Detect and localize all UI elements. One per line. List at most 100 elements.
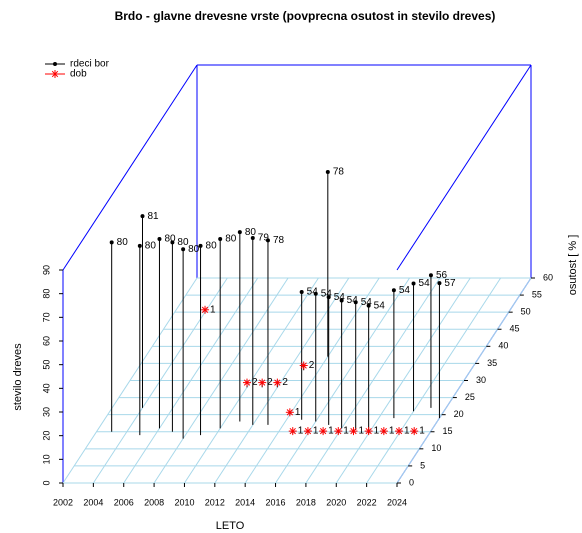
- y-tick-label: 45: [510, 324, 520, 334]
- marker-dot: [198, 243, 203, 248]
- point: [237, 230, 242, 235]
- x-tick-label: 2006: [114, 497, 134, 507]
- y-tick-label: 30: [476, 375, 486, 385]
- point: [265, 238, 270, 243]
- point: [201, 305, 210, 314]
- point: [157, 237, 162, 241]
- x-tick-label: 2010: [174, 497, 194, 507]
- data-label: 79: [258, 233, 270, 244]
- data-label: 1: [313, 426, 319, 437]
- data-label: 80: [225, 234, 237, 245]
- x-tick-label: 2012: [205, 497, 225, 507]
- marker-stroke: [380, 427, 387, 435]
- z-tick-label: 50: [41, 360, 51, 370]
- data-label: 1: [404, 426, 410, 437]
- data-label: 56: [436, 270, 448, 281]
- data-label: 1: [419, 426, 425, 437]
- x-tick-label: 2020: [326, 497, 346, 507]
- z-tick-label: 20: [41, 431, 51, 441]
- marker-dot: [218, 237, 223, 241]
- data-label: 54: [307, 287, 319, 298]
- data-label: 80: [188, 244, 200, 255]
- z-tick-label: 0: [41, 480, 51, 485]
- point: [364, 427, 373, 436]
- data-label: 57: [444, 278, 456, 289]
- point: [411, 281, 416, 286]
- point: [303, 427, 312, 436]
- data-label: 1: [343, 426, 349, 437]
- y-tick-label: 20: [454, 409, 464, 419]
- data-label: 1: [298, 426, 304, 437]
- x-tick-label: 2022: [357, 497, 377, 507]
- y-tick-label: 55: [532, 289, 542, 299]
- data-label: 80: [117, 237, 129, 248]
- point: [258, 378, 267, 387]
- y-tick-label: 25: [465, 392, 475, 402]
- point: [325, 169, 330, 174]
- marker-dot: [181, 247, 186, 252]
- point: [273, 378, 282, 387]
- data-label: 54: [399, 285, 411, 296]
- legend-label: rdeci bor: [70, 59, 110, 70]
- point: [339, 298, 344, 303]
- marker-dot: [109, 240, 114, 245]
- marker-stroke: [365, 427, 372, 435]
- data-label: 54: [374, 300, 386, 311]
- marker-dot: [53, 62, 57, 66]
- data-label: 1: [295, 407, 301, 418]
- point: [437, 281, 442, 286]
- z-tick-label: 60: [41, 336, 51, 346]
- marker-dot: [170, 240, 175, 245]
- y-tick-label: 50: [521, 307, 531, 317]
- marker-dot: [391, 288, 396, 293]
- data-label: 2: [267, 377, 273, 388]
- marker-dot: [325, 169, 330, 174]
- data-label: 1: [389, 426, 395, 437]
- data-label: 2: [309, 360, 315, 371]
- z-tick-label: 40: [41, 383, 51, 393]
- data-label: 2: [282, 377, 288, 388]
- point: [250, 235, 255, 240]
- data-label: 54: [321, 288, 333, 299]
- data-label: 54: [361, 297, 373, 308]
- box: [62, 64, 532, 484]
- point: [198, 243, 203, 248]
- marker-stroke: [286, 409, 294, 416]
- y-tick-label: 40: [498, 341, 508, 351]
- y-tick-label: 0: [409, 477, 414, 487]
- marker-stroke: [411, 427, 418, 435]
- point: [326, 295, 331, 300]
- y-tick-label: 15: [443, 426, 453, 436]
- z-tick-label: 80: [41, 289, 51, 299]
- point: [181, 247, 186, 252]
- point: [349, 427, 358, 436]
- marker-dot: [411, 281, 416, 286]
- legend-label: dob: [70, 69, 87, 80]
- point: [242, 378, 251, 387]
- marker-dot: [299, 289, 304, 294]
- marker-dot: [366, 303, 371, 308]
- marker-dot: [353, 300, 358, 305]
- point: [391, 288, 396, 293]
- marker-stroke: [259, 379, 266, 386]
- chart-title: Brdo - glavne drevesne vrste (povprecna …: [115, 9, 496, 23]
- point: [353, 300, 358, 305]
- x-tick-label: 2004: [83, 497, 103, 507]
- z-tick-label: 30: [41, 407, 51, 417]
- data-label: 80: [164, 234, 176, 245]
- x-tick-label: 2014: [235, 497, 255, 507]
- point: [137, 243, 142, 248]
- z-tick-label: 70: [41, 312, 51, 322]
- data-label: 78: [273, 235, 285, 246]
- marker-dot: [339, 298, 344, 303]
- marker-dot: [313, 291, 318, 296]
- box-edge: [396, 64, 532, 271]
- marker-dot: [265, 238, 270, 243]
- x-tick-label: 2016: [266, 497, 286, 507]
- marker-stroke: [274, 379, 281, 386]
- data-label: 81: [147, 211, 159, 222]
- point: [299, 289, 304, 294]
- marker-stroke: [289, 427, 296, 435]
- data-label: 54: [334, 292, 346, 303]
